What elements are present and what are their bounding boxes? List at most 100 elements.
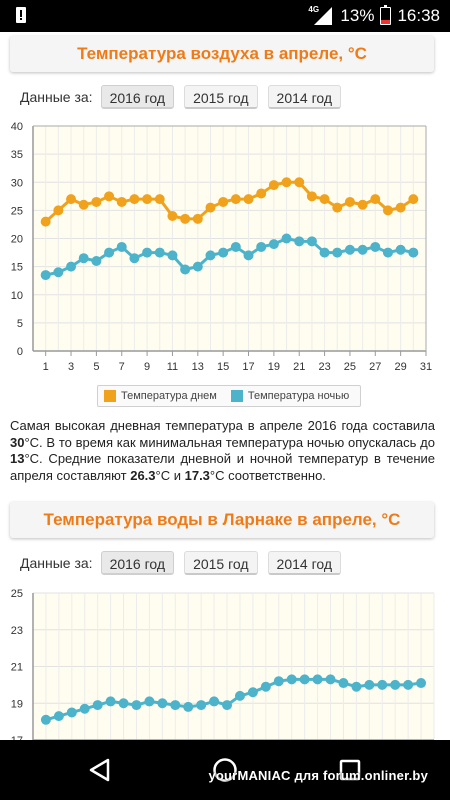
water-temperature-chart: 17 19 21 23 25 <box>0 585 450 740</box>
x-tick-label: 5 <box>93 361 99 373</box>
data-point-0 <box>170 700 181 711</box>
tab-2014[interactable]: 2014 год <box>267 85 342 109</box>
recents-icon[interactable] <box>336 756 364 784</box>
y-tick-label: 25 <box>11 588 23 600</box>
x-tick-label: 29 <box>395 361 407 373</box>
x-tick-label: 31 <box>420 361 432 373</box>
data-point-0 <box>91 196 102 207</box>
data-point-0 <box>131 700 142 711</box>
data-point-1 <box>40 270 51 281</box>
summary-text-4: °C и <box>155 467 185 483</box>
data-point-1 <box>408 247 419 258</box>
legend-day[interactable]: Температура днем <box>104 390 217 402</box>
data-point-0 <box>209 696 220 707</box>
status-bar-right: 4G 13% 16:38 <box>308 5 440 27</box>
x-tick-label: 25 <box>344 361 356 373</box>
data-point-1 <box>180 264 191 275</box>
water-temp-year-tabs: Данные за: 2016 год 2015 год 2014 год <box>20 551 351 575</box>
data-point-0 <box>408 194 419 205</box>
y-tick-label: 21 <box>11 662 23 674</box>
data-point-0 <box>154 194 165 205</box>
legend-day-swatch <box>104 390 116 402</box>
watermark: yourMANIAC для forum.onliner.by <box>208 768 428 783</box>
data-point-0 <box>180 213 191 224</box>
data-point-1 <box>294 236 305 247</box>
data-point-1 <box>91 256 102 266</box>
data-point-1 <box>205 250 216 261</box>
data-point-1 <box>382 247 393 258</box>
navigation-bar <box>0 740 450 800</box>
y-tick-label: 19 <box>11 698 23 710</box>
x-tick-label: 19 <box>268 361 280 373</box>
data-point-0 <box>260 681 271 692</box>
data-point-0 <box>403 679 414 690</box>
data-point-0 <box>40 216 51 227</box>
clock: 16:38 <box>397 6 440 25</box>
tab-2015-water[interactable]: 2015 год <box>184 551 258 575</box>
data-point-0 <box>294 177 305 188</box>
tab-2015[interactable]: 2015 год <box>184 85 258 109</box>
x-tick-label: 21 <box>293 361 305 373</box>
data-point-1 <box>218 247 229 258</box>
data-point-1 <box>268 239 279 250</box>
data-point-0 <box>319 194 330 205</box>
data-point-0 <box>40 714 51 725</box>
data-point-1 <box>332 247 343 258</box>
air-temp-title: Температура воздуха в апреле, °C <box>10 36 434 72</box>
legend-day-label: Температура днем <box>121 390 217 402</box>
water-temperature-chart-svg: 17 19 21 23 25 <box>11 588 435 740</box>
data-point-0 <box>395 202 406 213</box>
data-point-0 <box>234 690 245 701</box>
period-label-2: Данные за: <box>20 555 93 571</box>
signal-icon: 4G <box>308 5 334 25</box>
summary-avg-night: 17.3 <box>184 467 210 483</box>
data-point-0 <box>332 202 343 213</box>
y-tick-label: 0 <box>17 346 23 358</box>
back-icon[interactable] <box>86 756 114 784</box>
data-point-0 <box>66 194 77 205</box>
data-point-0 <box>364 679 375 690</box>
summary-text-5: °C соответственно. <box>209 467 326 483</box>
data-point-1 <box>129 253 140 264</box>
data-point-1 <box>256 241 267 252</box>
summary-text-1: Самая высокая дневная температура в апре… <box>10 418 435 433</box>
summary-max-day: 30 <box>10 434 25 450</box>
data-point-0 <box>370 194 381 205</box>
data-point-0 <box>286 674 297 685</box>
data-point-0 <box>243 194 254 205</box>
data-point-0 <box>53 205 64 216</box>
data-point-0 <box>382 205 393 216</box>
data-point-0 <box>306 191 317 202</box>
y-tick-label: 35 <box>11 149 23 161</box>
data-point-0 <box>230 194 241 205</box>
temperature-summary: Самая высокая дневная температура в апре… <box>10 418 435 484</box>
status-bar: 4G 13% 16:38 <box>0 0 450 32</box>
tab-2016[interactable]: 2016 год <box>100 85 175 109</box>
data-point-0 <box>66 707 77 718</box>
data-point-1 <box>167 250 178 261</box>
legend-night[interactable]: Температура ночью <box>230 390 350 402</box>
x-tick-label: 17 <box>242 361 254 373</box>
summary-min-night: 13 <box>10 451 25 466</box>
legend-night-label: Температура ночью <box>247 390 350 402</box>
data-point-0 <box>222 700 233 711</box>
home-icon[interactable] <box>211 756 239 784</box>
data-point-0 <box>377 679 388 690</box>
tab-2014-water[interactable]: 2014 год <box>267 551 342 575</box>
data-point-0 <box>416 678 427 689</box>
data-point-1 <box>281 233 292 244</box>
data-point-0 <box>78 199 89 210</box>
y-tick-label: 23 <box>11 625 23 637</box>
tab-2016-water[interactable]: 2016 год <box>100 551 175 575</box>
data-point-0 <box>273 676 284 687</box>
x-tick-label: 11 <box>167 361 178 373</box>
data-point-0 <box>105 696 116 707</box>
data-point-0 <box>218 196 229 207</box>
data-point-0 <box>196 700 207 711</box>
y-tick-label: 17 <box>11 735 23 740</box>
data-point-1 <box>104 247 115 258</box>
data-point-1 <box>78 253 89 264</box>
y-tick-label: 30 <box>11 177 23 189</box>
data-point-0 <box>299 674 310 685</box>
